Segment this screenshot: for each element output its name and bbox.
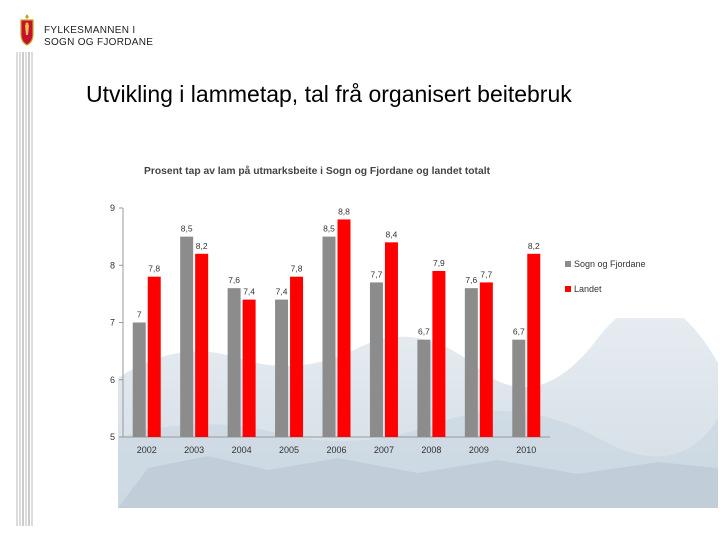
- bar-sogn-og-fjordane: [512, 339, 526, 437]
- legend-label: Landet: [574, 284, 602, 294]
- y-tick-label: 5: [110, 432, 115, 442]
- bar-sogn-og-fjordane: [275, 299, 289, 437]
- data-label: 6,7: [418, 327, 430, 337]
- bar-landet: [527, 253, 541, 437]
- data-label: 7,4: [276, 287, 288, 297]
- data-label: 8,5: [181, 224, 193, 234]
- x-tick-label: 2003: [184, 445, 204, 455]
- data-label: 8,2: [196, 241, 208, 251]
- data-label: 7,7: [480, 269, 492, 279]
- bar-sogn-og-fjordane: [227, 288, 241, 437]
- slide-title: Utvikling i lammetap, tal frå organisert…: [86, 81, 572, 107]
- bar-landet: [479, 282, 493, 437]
- bar-landet: [290, 276, 304, 437]
- y-tick-label: 6: [110, 375, 115, 385]
- bar-landet: [242, 299, 256, 437]
- bar-landet: [195, 253, 209, 437]
- decorative-vertical-lines: [16, 52, 33, 526]
- bar-landet: [432, 270, 446, 437]
- data-label: 7,9: [433, 258, 445, 268]
- data-label: 8,8: [338, 206, 350, 216]
- chart-title: Prosent tap av lam på utmarksbeite i Sog…: [144, 165, 491, 177]
- org-line-2: SOGN OG FJORDANE: [44, 37, 154, 48]
- bar-landet: [337, 219, 351, 437]
- bar-sogn-og-fjordane: [180, 236, 194, 437]
- x-tick-label: 2010: [516, 445, 536, 455]
- data-label: 8,5: [323, 224, 335, 234]
- x-tick-label: 2002: [137, 445, 157, 455]
- bar-landet: [384, 242, 398, 437]
- bar-sogn-og-fjordane: [132, 322, 146, 437]
- bar-sogn-og-fjordane: [322, 236, 336, 437]
- data-label: 7,6: [228, 275, 240, 285]
- x-tick-label: 2009: [469, 445, 489, 455]
- x-tick-label: 2008: [421, 445, 441, 455]
- legend-swatch: [565, 261, 571, 267]
- data-label: 7,8: [148, 264, 160, 274]
- bar-sogn-og-fjordane: [464, 288, 478, 437]
- data-label: 8,4: [386, 229, 398, 239]
- bar-sogn-og-fjordane: [369, 282, 383, 437]
- org-line-1: FYLKESMANNEN I: [44, 25, 136, 36]
- data-label: 7,8: [291, 264, 303, 274]
- organization-name: FYLKESMANNEN I SOGN OG FJORDANE: [44, 25, 153, 49]
- y-tick-label: 7: [110, 318, 115, 328]
- data-label: 6,7: [513, 327, 525, 337]
- bar-chart: Prosent tap av lam på utmarksbeite i Sog…: [110, 165, 646, 455]
- bar-sogn-og-fjordane: [417, 339, 431, 437]
- x-tick-label: 2004: [232, 445, 252, 455]
- x-tick-label: 2007: [374, 445, 394, 455]
- x-tick-label: 2006: [326, 445, 346, 455]
- data-label: 7,6: [465, 275, 477, 285]
- data-label: 8,2: [528, 241, 540, 251]
- data-label: 7,4: [243, 287, 255, 297]
- coat-of-arms-icon: [20, 14, 34, 46]
- x-tick-label: 2005: [279, 445, 299, 455]
- legend-swatch: [565, 286, 571, 292]
- data-label: 7: [137, 310, 142, 320]
- data-label: 7,7: [371, 269, 383, 279]
- y-tick-label: 8: [110, 260, 115, 270]
- bar-landet: [147, 276, 161, 437]
- y-tick-label: 9: [110, 203, 115, 213]
- legend-label: Sogn og Fjordane: [574, 259, 646, 269]
